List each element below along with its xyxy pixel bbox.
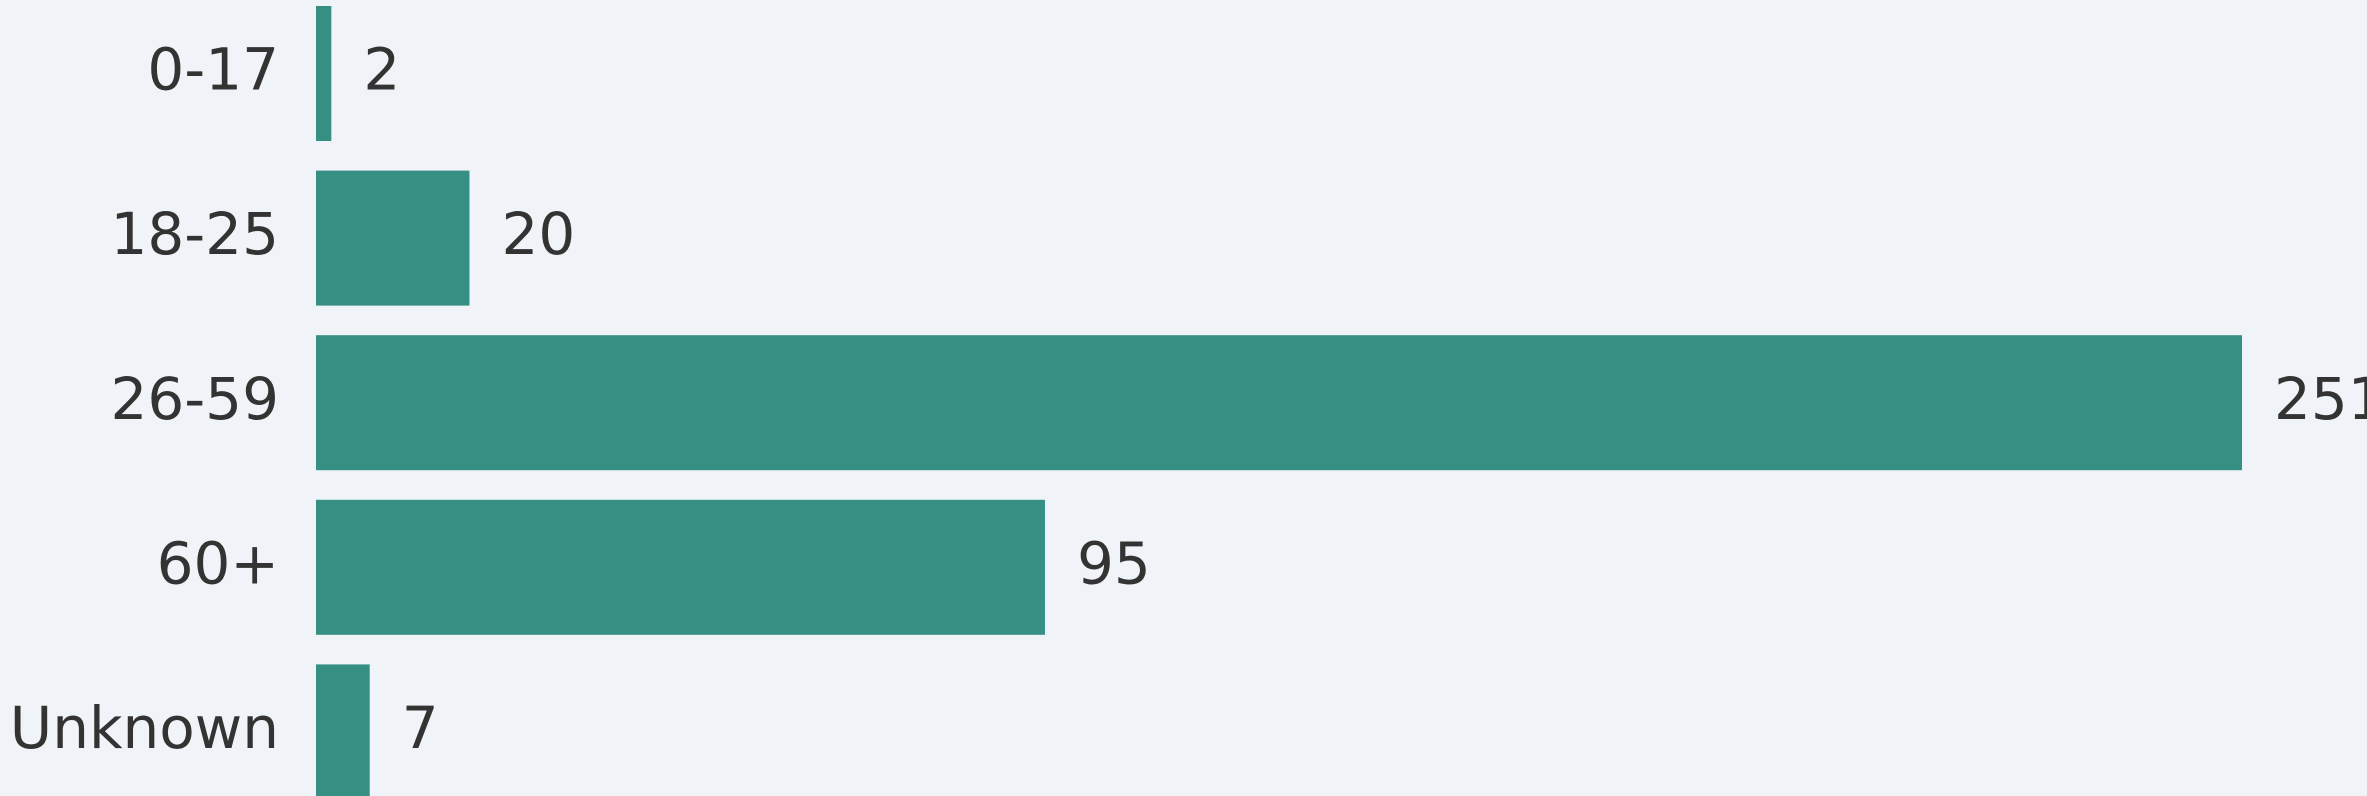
y-tick-label: 26-59 bbox=[110, 365, 279, 433]
value-label: 251 bbox=[2274, 365, 2367, 433]
bar bbox=[316, 335, 2242, 471]
y-tick-label: 60+ bbox=[157, 529, 279, 597]
bar bbox=[316, 170, 470, 306]
value-label: 2 bbox=[363, 36, 400, 104]
y-tick-label: Unknown bbox=[10, 694, 279, 762]
bar bbox=[316, 664, 370, 796]
bar bbox=[316, 6, 332, 141]
value-label: 7 bbox=[402, 694, 439, 762]
y-tick-label: 0-17 bbox=[147, 36, 279, 104]
y-tick-label: 18-25 bbox=[110, 200, 279, 268]
bar bbox=[316, 499, 1045, 635]
value-label: 20 bbox=[501, 200, 575, 268]
value-label: 95 bbox=[1077, 529, 1151, 597]
